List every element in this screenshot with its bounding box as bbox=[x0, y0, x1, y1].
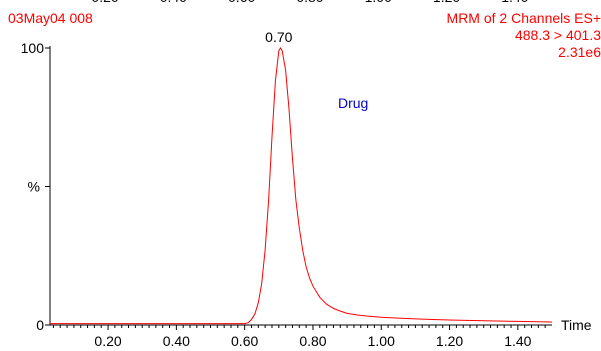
top-tick-label: 0.80 bbox=[296, 0, 323, 5]
top-tick-label: 1.40 bbox=[501, 0, 528, 5]
top-tick-label: 1.00 bbox=[365, 0, 392, 5]
top-tick-label: 0.40 bbox=[160, 0, 187, 5]
x-tick-label: 0.80 bbox=[299, 333, 326, 349]
transition: 488.3 > 401.3 bbox=[514, 27, 601, 43]
tick-marks bbox=[45, 47, 546, 330]
top-tick-label: 0.60 bbox=[228, 0, 255, 5]
x-tick-label: 1.00 bbox=[368, 333, 395, 349]
scan-info: MRM of 2 Channels ES+ bbox=[446, 10, 601, 26]
axes bbox=[49, 46, 552, 326]
y-axis-label: % bbox=[28, 179, 40, 195]
x-tick-label: 0.60 bbox=[231, 333, 258, 349]
peak-label: 0.70 bbox=[265, 29, 292, 45]
x-tick-label: 0.40 bbox=[163, 333, 190, 349]
tick-labels: 0.20 0.40 0.60 0.80 1.00 1.20 1.40 0 100 bbox=[21, 40, 532, 349]
x-tick-label: 1.40 bbox=[504, 333, 531, 349]
intensity: 2.31e6 bbox=[558, 44, 601, 60]
x-axis-label: Time bbox=[561, 317, 592, 333]
compound-annotation: Drug bbox=[338, 95, 368, 111]
y-tick-label: 100 bbox=[21, 40, 45, 56]
top-tick-label: 0.20 bbox=[91, 0, 118, 5]
top-tick-label: 1.20 bbox=[433, 0, 460, 5]
y-tick-label: 0 bbox=[36, 317, 44, 333]
top-tick-labels-cut: 0.20 0.40 0.60 0.80 1.00 1.20 1.40 bbox=[91, 0, 528, 5]
x-tick-label: 1.20 bbox=[436, 333, 463, 349]
sample-id: 03May04 008 bbox=[8, 10, 93, 26]
x-tick-label: 0.20 bbox=[94, 333, 121, 349]
chromatogram-trace bbox=[50, 47, 553, 325]
